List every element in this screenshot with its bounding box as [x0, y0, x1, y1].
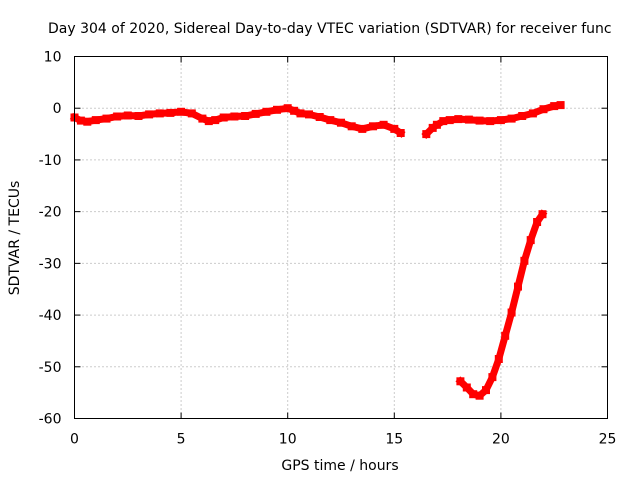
x-tick-label: 15: [385, 432, 403, 448]
data-point: [204, 117, 213, 126]
data-point: [273, 105, 281, 114]
data-point: [422, 130, 431, 139]
x-tick-label: 0: [70, 432, 79, 448]
data-point: [251, 109, 260, 118]
data-point: [469, 390, 478, 399]
data-point: [464, 115, 473, 124]
data-point: [113, 112, 122, 121]
data-point: [454, 115, 463, 124]
plot-frame: [74, 56, 608, 419]
data-point: [326, 116, 335, 125]
x-tick-label: 20: [492, 432, 510, 448]
x-tick-label: 25: [599, 432, 617, 448]
data-point: [134, 112, 143, 120]
data-point: [439, 117, 448, 126]
tick-layer: 0 5 10 15 20 25 10 0 -10 -20 -30 -40 -50 -60: [39, 50, 617, 448]
data-point: [262, 107, 271, 116]
data-point: [462, 383, 471, 392]
data-point: [496, 116, 505, 125]
data-point: [526, 236, 535, 245]
data-point: [369, 122, 377, 131]
data-point: [347, 122, 356, 131]
data-point: [486, 117, 495, 126]
data-point: [514, 282, 522, 291]
data-point: [528, 109, 537, 118]
data-point: [315, 113, 324, 121]
x-tick-label: 10: [279, 432, 297, 448]
data-point: [501, 331, 510, 340]
data-point: [482, 386, 490, 395]
data-point: [219, 113, 228, 122]
y-tick-label: -20: [39, 205, 62, 221]
y-tick-label: -50: [39, 360, 62, 376]
data-point: [507, 114, 516, 123]
data-point: [123, 111, 132, 120]
data-point: [241, 112, 250, 120]
data-point: [550, 102, 559, 111]
data-point: [305, 110, 313, 119]
data-point: [283, 104, 292, 113]
data-point: [91, 116, 100, 125]
y-tick-label: -60: [39, 412, 62, 428]
y-tick-label: 10: [44, 50, 62, 66]
data-point: [475, 116, 484, 125]
data-point: [76, 116, 85, 125]
y-tick-label: -10: [39, 153, 62, 169]
data-point: [379, 120, 388, 129]
data-point: [556, 101, 565, 110]
data-point: [475, 391, 484, 400]
data-point: [538, 210, 547, 219]
data-point: [488, 373, 497, 382]
data-point: [428, 123, 437, 132]
data-point: [337, 118, 345, 127]
x-axis-label: GPS time / hours: [281, 458, 398, 474]
data-point: [145, 110, 154, 119]
data-point: [520, 256, 529, 265]
data-point: [296, 109, 305, 118]
data-point: [539, 105, 548, 114]
data-point: [494, 355, 503, 363]
chart-title: Day 304 of 2020, Sidereal Day-to-day VTE…: [48, 21, 612, 37]
y-axis-label: SDTVAR / TECUs: [7, 181, 23, 296]
data-point: [83, 117, 92, 126]
data-point: [211, 116, 220, 125]
data-point: [456, 377, 465, 386]
data-point: [230, 112, 239, 121]
y-tick-label: 0: [53, 101, 62, 117]
data-point: [432, 120, 441, 129]
y-tick-label: -40: [39, 308, 62, 324]
x-tick-label: 5: [177, 432, 186, 448]
data-point: [390, 124, 399, 133]
data-point: [445, 116, 454, 125]
y-tick-label: -30: [39, 256, 62, 272]
data-point: [518, 112, 527, 120]
data-point: [507, 308, 516, 317]
data-point: [290, 106, 299, 115]
data-point: [198, 114, 207, 123]
data-point: [187, 109, 196, 118]
data-point: [102, 114, 111, 123]
data-point: [177, 107, 186, 116]
data-point: [396, 129, 405, 137]
data-point: [533, 218, 542, 226]
data-point: [155, 109, 164, 118]
data-point: [166, 108, 175, 117]
data-point: [358, 124, 367, 133]
series-layer: [69, 101, 565, 400]
